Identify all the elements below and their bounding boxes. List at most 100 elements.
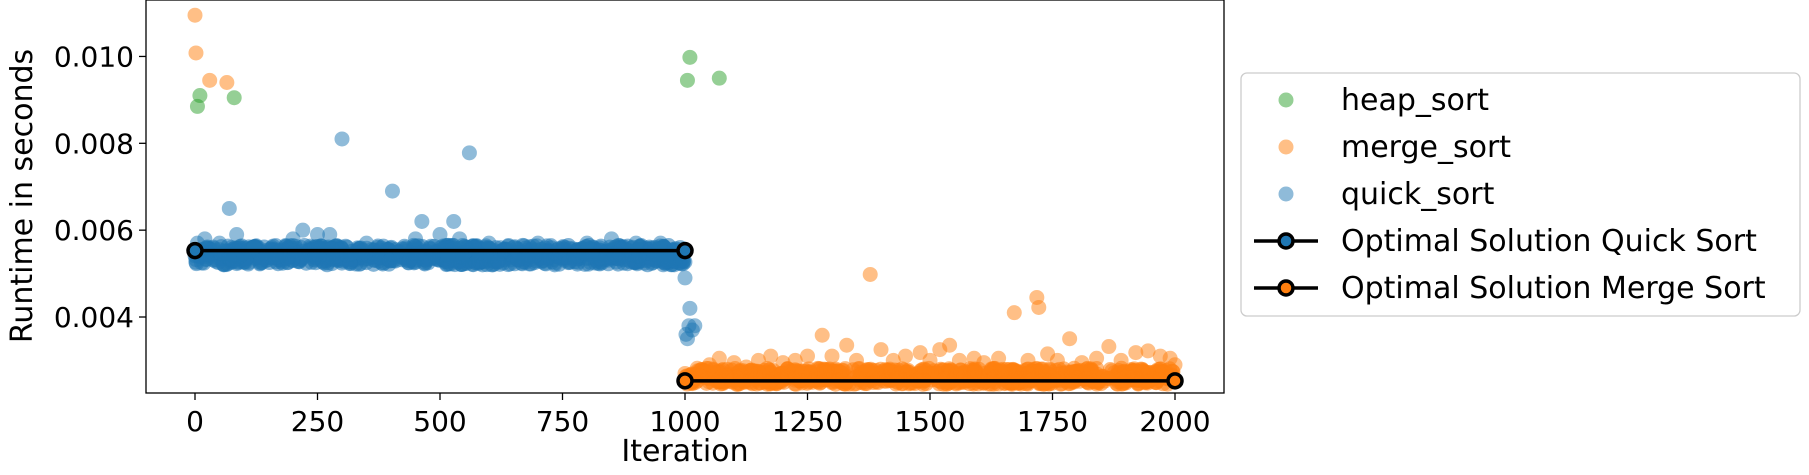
optimal-solution-lines (186, 241, 1184, 390)
heap-sort-point (682, 49, 698, 65)
quick-sort-cloud-point (610, 251, 626, 267)
x-tick-label: 2000 (1139, 405, 1210, 438)
merge-sort-point (1113, 352, 1129, 368)
merge-sort-point (1101, 339, 1117, 355)
legend-label-optimal-solution-quick-sort: Optimal Solution Quick Sort (1341, 224, 1757, 259)
x-tick-label: 0 (186, 405, 204, 438)
merge-sort-point (800, 348, 815, 364)
y-tick-label: 0.008 (54, 127, 134, 160)
merge-sort-cloud-point (936, 371, 952, 387)
legend-marker-optimal-solution-quick-sort (1277, 232, 1295, 250)
merge-sort-point (862, 266, 878, 282)
merge-sort-point (849, 352, 864, 368)
legend-label-heap-sort: heap_sort (1341, 83, 1489, 118)
quick-sort-point (310, 226, 325, 242)
merge-sort-point (187, 7, 203, 23)
quick-sort-point (677, 270, 693, 286)
merge-sort-point (738, 359, 754, 375)
merge-sort-point (814, 327, 830, 343)
quick-sort-point (628, 235, 644, 251)
legend-entries: heap_sort merge_sort quick_sort Optimal Sol… (1254, 83, 1766, 306)
quick-sort-cloud-point (382, 253, 398, 269)
quick-sort-cloud-point (492, 256, 508, 272)
quick-sort-point (446, 213, 462, 229)
quick-sort-point (682, 300, 698, 316)
scatter-points (187, 7, 1183, 381)
legend-marker-quick-sort (1278, 186, 1294, 202)
quick-sort-point (452, 231, 468, 247)
legend-marker-merge-sort (1278, 139, 1294, 155)
merge-sort-cloud-point (787, 371, 803, 387)
legend-marker-heap-sort (1278, 92, 1294, 108)
merge-sort-cloud-point (825, 364, 841, 380)
quick-sort-point (687, 318, 703, 334)
quick-sort-point (653, 235, 668, 251)
legend-marker-optimal-solution-merge-sort (1277, 279, 1295, 297)
legend: heap_sort merge_sort quick_sort Optimal Sol… (1240, 72, 1801, 317)
quick-sort-point (285, 231, 301, 247)
merge-sort-cloud-point (1133, 361, 1149, 377)
quick-sort-point (461, 145, 477, 161)
legend-label-merge-sort: merge_sort (1341, 130, 1511, 165)
x-axis-ticks: 0 250 500 750 1000 1250 1500 1750 2000 (186, 393, 1211, 438)
merge-sort-cloud-point (996, 376, 1012, 392)
merge-sort-point (976, 355, 992, 371)
merge-sort-cloud-point (863, 361, 879, 377)
x-tick-label: 1750 (1017, 405, 1088, 438)
x-tick-label: 1500 (894, 405, 965, 438)
merge-sort-point (898, 348, 913, 364)
merge-sort-point (751, 352, 766, 368)
quick-sort-point (295, 222, 311, 238)
quick-sort-point (229, 226, 245, 242)
y-tick-label: 0.010 (54, 40, 134, 73)
quick-sort-cloud-point (252, 256, 268, 272)
optimal-solution-merge-sort-marker (1166, 372, 1184, 390)
merge-sort-point (711, 350, 727, 366)
merge-sort-point (689, 360, 705, 376)
quick-sort-point (506, 240, 521, 256)
merge-sort-cloud-point (857, 376, 873, 392)
optimal-solution-quick-sort-marker (186, 241, 204, 260)
merge-sort-point (1062, 331, 1078, 347)
quick-sort-cloud-point (406, 255, 422, 271)
quick-sort-point (322, 226, 338, 242)
merge-sort-point (188, 45, 204, 61)
legend-label-quick-sort: quick_sort (1341, 177, 1495, 212)
x-tick-label: 500 (413, 405, 466, 438)
merge-sort-point (839, 337, 855, 353)
merge-sort-point (885, 352, 901, 368)
merge-sort-point (1167, 357, 1183, 373)
quick-sort-point (408, 231, 423, 247)
quick-sort-cloud-point (590, 255, 606, 271)
quick-sort-cloud-point (420, 255, 436, 271)
merge-sort-point (951, 352, 967, 368)
optimal-solution-quick-sort-marker (676, 241, 694, 260)
quick-sort-point (414, 213, 430, 229)
merge-sort-cloud-point (896, 362, 912, 378)
quick-sort-cloud-point (325, 251, 341, 267)
merge-sort-point (1049, 352, 1065, 368)
x-tick-label: 250 (291, 405, 344, 438)
quick-sort-point (197, 231, 213, 247)
quick-sort-point (481, 235, 497, 251)
merge-sort-point (942, 337, 958, 353)
quick-sort-point (334, 131, 350, 147)
merge-sort-point (763, 348, 779, 364)
x-tick-label: 1250 (772, 405, 843, 438)
merge-sort-point (922, 352, 938, 368)
quick-sort-cloud-point (268, 245, 284, 261)
quick-sort-point (212, 235, 227, 251)
merge-sort-point (873, 342, 889, 358)
quick-sort-cloud-point (222, 251, 238, 267)
heap-sort-point (711, 70, 727, 86)
merge-sort-point (1006, 305, 1022, 321)
merge-sort-cloud-point (1008, 364, 1024, 380)
y-tick-label: 0.004 (54, 301, 134, 334)
x-tick-label: 1000 (649, 405, 720, 438)
merge-sort-cloud-point (1033, 361, 1049, 377)
merge-sort-point (1020, 352, 1036, 368)
merge-sort-point (824, 348, 840, 364)
y-axis-label: Runtime in seconds (5, 49, 40, 343)
merge-sort-point (726, 355, 742, 371)
